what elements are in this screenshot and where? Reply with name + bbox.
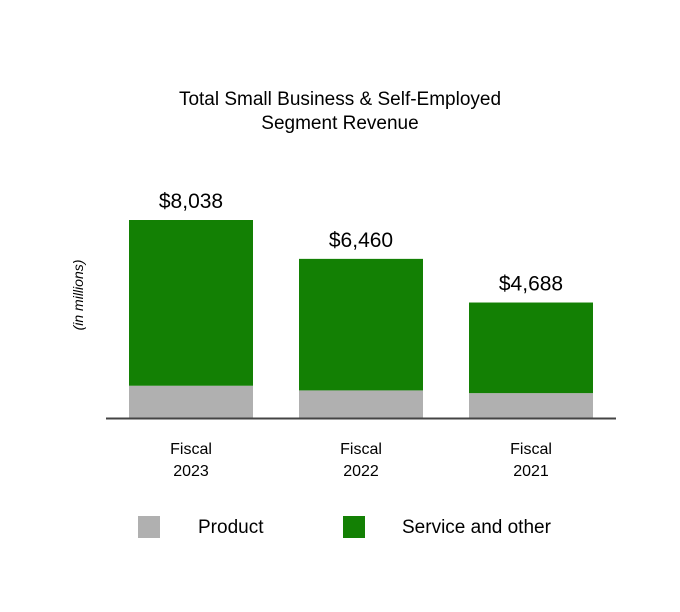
- legend-swatch-service: [343, 516, 365, 538]
- chart-title-line1: Total Small Business & Self-Employed: [178, 89, 502, 110]
- x-tick-label-line2-2021: 2021: [513, 463, 549, 480]
- legend: Product Service and other: [0, 516, 680, 540]
- bar-product-2023: [129, 385, 253, 418]
- bar-service-2021: [469, 302, 593, 394]
- x-tick-label-line2-2023: 2023: [173, 463, 209, 480]
- chart-title: Total Small Business & Self-Employed Seg…: [0, 88, 680, 136]
- legend-swatch-product: [138, 516, 160, 538]
- legend-label-product: Product: [198, 517, 264, 538]
- bar-product-2021: [469, 393, 593, 418]
- total-label-2021: $4,688: [499, 273, 563, 296]
- chart-title-line2: Segment Revenue: [261, 113, 419, 134]
- bar-service-2023: [129, 220, 253, 386]
- bar-product-2022: [299, 390, 423, 418]
- x-tick-label-line1-2023: Fiscal: [170, 441, 212, 458]
- total-label-2023: $8,038: [159, 190, 223, 213]
- x-tick-label-line1-2022: Fiscal: [340, 441, 382, 458]
- x-tick-label-line2-2022: 2022: [343, 463, 379, 480]
- legend-label-service: Service and other: [402, 517, 551, 538]
- bar-service-2022: [299, 258, 423, 391]
- total-label-2022: $6,460: [329, 229, 393, 252]
- x-tick-label-line1-2021: Fiscal: [510, 441, 552, 458]
